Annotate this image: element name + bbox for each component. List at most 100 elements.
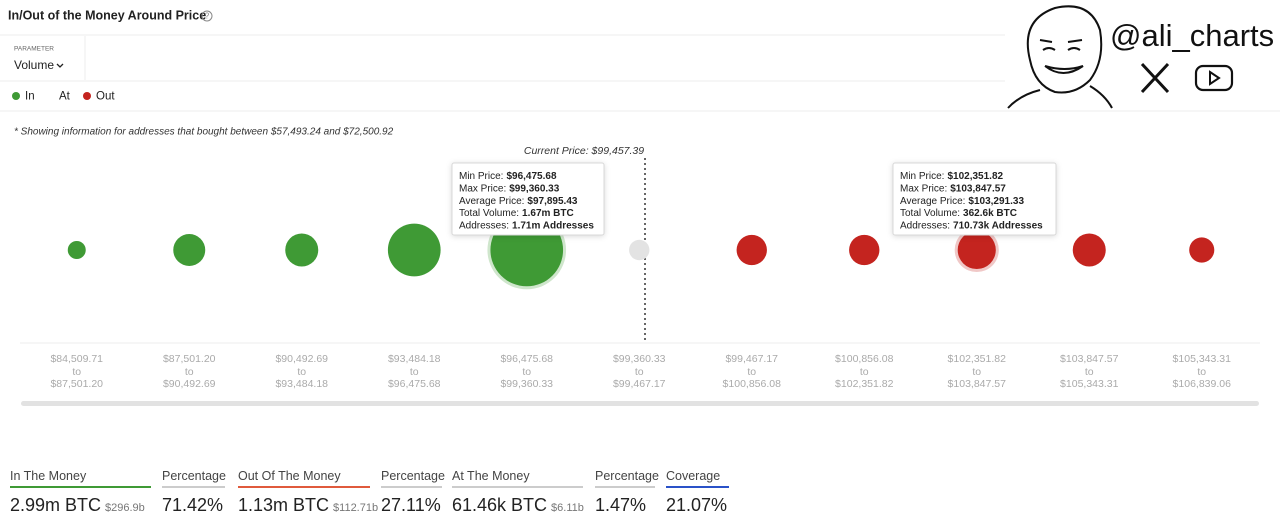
chart: In/Out of the Money Around Price ? PARAM… xyxy=(0,5,1280,406)
summary-item: Percentage 71.42% xyxy=(162,466,226,516)
tooltip-row: Average Price: $97,895.43 xyxy=(459,195,578,206)
x-icon xyxy=(1140,62,1170,94)
chevron xyxy=(56,63,64,68)
tooltip-box xyxy=(892,162,1057,236)
tooltip-row: Min Price: $96,475.68 xyxy=(459,171,557,182)
watermark-handle: @ali_charts xyxy=(1110,18,1274,53)
summary-value: 61.46k BTC xyxy=(452,495,548,515)
plot: $84,509.71to$87,501.20$87,501.20to$90,49… xyxy=(50,210,1232,390)
tooltip-value: $103,847.57 xyxy=(950,183,1006,194)
x-tick-label: $87,501.20 xyxy=(50,378,103,390)
summary-item: At The Money 61.46k BTC $6.11b xyxy=(452,466,584,516)
summary-sub: $296.9b xyxy=(105,502,145,514)
tooltip-label: Total Volume: xyxy=(900,208,960,219)
x-tick-label: to xyxy=(72,366,81,378)
tooltip-value: $103,291.33 xyxy=(968,195,1024,206)
x-tick-label: $105,343.31 xyxy=(1173,353,1232,365)
title: In/Out of the Money Around Price xyxy=(8,8,206,22)
x-tick-label: to xyxy=(972,366,981,378)
tooltip-value: 1.71m Addresses xyxy=(512,220,594,231)
help-icon-mark: ? xyxy=(205,12,210,21)
tooltip-box xyxy=(451,162,605,236)
youtube-icon xyxy=(1194,64,1234,92)
summary-label: Percentage xyxy=(162,466,226,488)
summary-value: 1.47% xyxy=(595,495,647,515)
x-tick-label: $96,475.68 xyxy=(500,353,553,365)
tooltip-label: Addresses: xyxy=(459,220,509,231)
legend-label: Out xyxy=(96,91,115,103)
legend-swatch xyxy=(83,92,91,100)
scrollbar[interactable] xyxy=(21,401,1259,406)
bubble xyxy=(67,241,86,259)
help-icon[interactable] xyxy=(201,10,213,22)
summary-label: At The Money xyxy=(452,466,583,488)
tooltip-label: Min Price: xyxy=(900,171,944,182)
legend-label: At xyxy=(59,91,71,103)
legend-swatch xyxy=(12,92,20,100)
summary-value: 2.99m BTC xyxy=(10,495,102,515)
bubble xyxy=(629,239,650,261)
summary-label: Percentage xyxy=(595,466,659,488)
x-tick-label: to xyxy=(410,366,419,378)
summary-value-row: 1.47% xyxy=(595,495,655,516)
tooltip-value: 1.67m BTC xyxy=(522,208,574,219)
x-tick-label: to xyxy=(860,366,869,378)
x-tick-label: to xyxy=(1085,366,1094,378)
youtube-icon-play xyxy=(1209,70,1221,86)
parameter-label: PARAMETER xyxy=(14,46,54,53)
summary-item: Percentage 27.11% xyxy=(381,466,445,516)
summary-sub: $6.11b xyxy=(551,502,584,514)
tooltip-label: Total Volume: xyxy=(459,208,519,219)
tooltip-value: 710.73k Addresses xyxy=(953,220,1043,231)
tooltip-row: Average Price: $103,291.33 xyxy=(900,195,1024,206)
parameter-select[interactable]: Volume xyxy=(14,58,54,72)
summary-item: Out Of The Money 1.13m BTC $112.71b xyxy=(238,466,378,516)
tooltip-row: Max Price: $103,847.57 xyxy=(900,183,1006,194)
tooltip-value: $96,475.68 xyxy=(506,171,556,182)
x-tick-label: to xyxy=(635,366,644,378)
x-tick-label: $99,467.17 xyxy=(613,378,666,390)
summary-item: In The Money 2.99m BTC $296.9b xyxy=(10,466,151,516)
summary-value-row: 21.07% xyxy=(666,495,729,516)
summary-value-row: 1.13m BTC $112.71b xyxy=(238,495,378,516)
summary-value-row: 2.99m BTC $296.9b xyxy=(10,495,151,516)
bubble xyxy=(1072,233,1106,267)
x-tick-label: $102,351.82 xyxy=(948,353,1007,365)
x-tick-label: to xyxy=(297,366,306,378)
summary-value-row: 27.11% xyxy=(381,495,442,516)
legend: In At Out xyxy=(12,91,115,103)
bubble xyxy=(957,230,996,270)
tooltip-value: $99,360.33 xyxy=(509,183,559,194)
tooltip-row: Min Price: $102,351.82 xyxy=(900,171,1004,182)
x-tick-label: $87,501.20 xyxy=(163,353,216,365)
x-tick-label: $99,360.33 xyxy=(500,378,553,390)
x-tick-label: $105,343.31 xyxy=(1060,378,1119,390)
x-tick-label: to xyxy=(1197,366,1206,378)
summary-label: Out Of The Money xyxy=(238,466,370,488)
tooltip-value: 362.6k BTC xyxy=(963,208,1017,219)
x-tick-label: $93,484.18 xyxy=(388,353,441,365)
watermark-face xyxy=(1007,5,1113,109)
x-tick-label: $93,484.18 xyxy=(275,378,328,390)
summary-value: 71.42% xyxy=(162,495,224,515)
bubble xyxy=(849,234,880,266)
tooltip-row: Addresses: 710.73k Addresses xyxy=(900,220,1043,231)
x-tick-label: to xyxy=(185,366,194,378)
summary-value: 27.11% xyxy=(381,495,441,515)
x-tick-label: $90,492.69 xyxy=(163,378,216,390)
summary-item: Coverage 21.07% xyxy=(666,466,729,516)
tooltip-value: $102,351.82 xyxy=(947,171,1003,182)
x-tick-label: $106,839.06 xyxy=(1173,378,1232,390)
bubble xyxy=(173,234,206,266)
tooltip-row: Total Volume: 362.6k BTC xyxy=(900,208,1017,219)
tooltip-label: Average Price: xyxy=(900,195,965,206)
x-tick-label: $100,856.08 xyxy=(835,353,894,365)
summary-label: In The Money xyxy=(10,466,151,488)
tooltip-label: Average Price: xyxy=(459,195,524,206)
x-tick-label: to xyxy=(522,366,531,378)
x-tick-label: $96,475.68 xyxy=(388,378,441,390)
bubble xyxy=(1189,237,1215,263)
current-price-label: Current Price: $99,457.39 xyxy=(524,145,644,157)
